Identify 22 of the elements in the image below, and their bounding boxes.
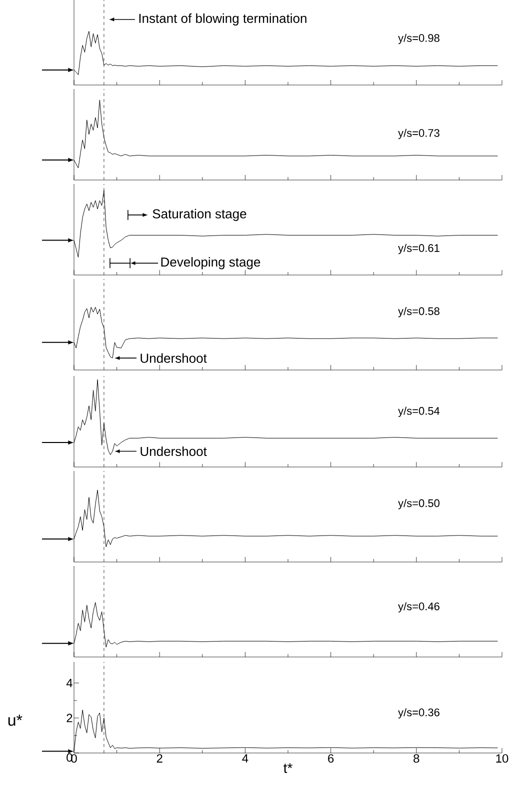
x-tick-label: 8 [414, 754, 420, 763]
text: y/s=0.61 [398, 244, 440, 254]
text: y/s=0.50 [398, 499, 440, 510]
x-tick-label: 6 [328, 754, 334, 763]
chart-title: y/s=0.98 [398, 34, 440, 44]
ref-line-label: Instant of blowing termination [139, 13, 306, 26]
chart-title: y/s=0.58 [398, 307, 440, 318]
annotation: Developing stage [161, 257, 260, 270]
annotation: Undershoot [140, 353, 207, 363]
y-axis-title: u* [8, 714, 22, 726]
chart-title: y/s=0.46 [398, 602, 440, 612]
annotation: Saturation stage [152, 208, 246, 221]
x-tick-label: 4 [242, 754, 248, 762]
text: y/s=0.36 [398, 708, 440, 718]
y-tick-label: 2 [66, 714, 72, 722]
x-tick-label: 10 [496, 754, 508, 763]
annotation: Undershoot [140, 446, 207, 456]
text: y/s=0.54 [398, 406, 440, 417]
x-axis-title: t* [284, 763, 292, 773]
y-tick-label: 4 [66, 678, 72, 688]
x-tick-label: 2 [156, 754, 162, 763]
text: y/s=0.73 [398, 128, 440, 140]
